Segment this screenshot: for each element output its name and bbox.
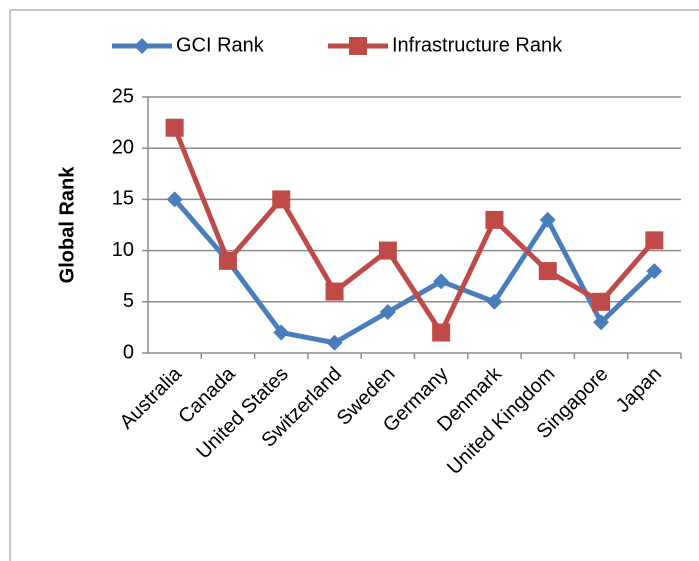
series-line <box>172 197 657 346</box>
data-point <box>378 241 397 260</box>
data-point <box>218 251 237 270</box>
data-point <box>326 334 343 351</box>
series-line <box>172 126 657 336</box>
data-point <box>379 304 396 321</box>
y-tick-label: 20 <box>112 136 134 158</box>
data-point <box>273 324 290 341</box>
data-point <box>645 231 664 250</box>
data-point <box>325 282 344 301</box>
y-tick-label: 5 <box>123 290 134 312</box>
legend-label: Infrastructure Rank <box>392 34 563 56</box>
legend-label: GCI Rank <box>176 34 265 56</box>
data-point <box>486 293 503 310</box>
data-point <box>272 190 291 209</box>
data-point <box>485 210 504 229</box>
y-axis-label: Global Rank <box>56 166 78 284</box>
legend-marker <box>349 37 367 55</box>
y-tick-label: 25 <box>112 85 134 107</box>
data-point <box>433 273 450 290</box>
data-point <box>538 262 557 281</box>
data-point <box>539 211 556 228</box>
data-point <box>592 292 611 311</box>
data-point <box>432 323 451 342</box>
data-point <box>593 314 610 331</box>
data-point <box>166 191 183 208</box>
data-point <box>165 118 184 137</box>
y-tick-label: 15 <box>112 188 134 210</box>
y-tick-label: 10 <box>112 239 134 261</box>
data-point <box>646 263 663 280</box>
y-tick-label: 0 <box>123 341 134 363</box>
legend-marker <box>134 38 150 54</box>
